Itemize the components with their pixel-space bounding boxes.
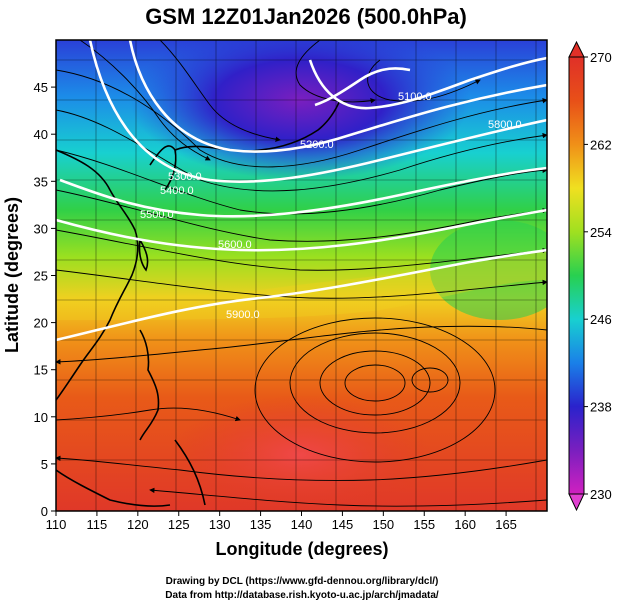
x-tick-label: 155 bbox=[413, 517, 435, 532]
y-tick-label: 35 bbox=[34, 174, 48, 189]
contour-label: 5400.0 bbox=[160, 185, 194, 197]
contour-label: 5300.0 bbox=[168, 171, 202, 183]
x-tick-label: 120 bbox=[127, 517, 149, 532]
contour-label: 5200.0 bbox=[300, 139, 334, 151]
y-axis-label: Latitude (degrees) bbox=[2, 197, 22, 353]
y-tick-label: 25 bbox=[34, 269, 48, 284]
y-tick-label: 10 bbox=[34, 410, 48, 425]
colorbar-tick-label: 262 bbox=[590, 137, 612, 152]
y-tick-label: 45 bbox=[34, 80, 48, 95]
colorbar-tick-label: 270 bbox=[590, 50, 612, 65]
colorbar-tick-label: 230 bbox=[590, 487, 612, 502]
x-tick-label: 135 bbox=[250, 517, 272, 532]
colorbar-tick-label: 246 bbox=[590, 312, 612, 327]
y-tick-label: 30 bbox=[34, 221, 48, 236]
colorbar-scale bbox=[568, 56, 585, 495]
contour-labels: 5100.0 5200.0 5300.0 5400.0 5500.0 5600.… bbox=[140, 91, 522, 321]
x-axis-ticks: 110 115 120 125 130 135 140 145 150 155 160 165 bbox=[46, 511, 517, 532]
contour-label: 5800.0 bbox=[488, 119, 522, 131]
colorbar-ticks: 230 238 246 254 262 270 bbox=[584, 50, 612, 502]
streamlines bbox=[56, 40, 547, 507]
x-tick-label: 130 bbox=[209, 517, 231, 532]
x-tick-label: 160 bbox=[454, 517, 476, 532]
coastlines bbox=[56, 99, 341, 507]
y-tick-label: 40 bbox=[34, 127, 48, 142]
footer-source: Data from http://database.rish.kyoto-u.a… bbox=[165, 590, 439, 601]
colorbar-tick-label: 238 bbox=[590, 400, 612, 415]
x-tick-label: 145 bbox=[332, 517, 354, 532]
x-tick-label: 125 bbox=[168, 517, 190, 532]
y-tick-label: 0 bbox=[41, 504, 48, 519]
contour-label: 5600.0 bbox=[218, 239, 252, 251]
height-contours bbox=[56, 40, 547, 342]
y-tick-label: 5 bbox=[41, 457, 48, 472]
yellow-band bbox=[56, 250, 547, 320]
contour-label: 5500.0 bbox=[140, 209, 174, 221]
cold-core bbox=[130, 40, 470, 180]
warm-core bbox=[170, 395, 430, 511]
chart-title: GSM 12Z01Jan2026 (500.0hPa) bbox=[145, 4, 467, 29]
map-plot-area: 5100.0 5200.0 5300.0 5400.0 5500.0 5600.… bbox=[56, 40, 547, 511]
y-axis-ticks: 0 5 10 15 20 25 30 35 40 45 bbox=[34, 80, 56, 519]
colorbar-min-arrow bbox=[568, 493, 585, 512]
x-tick-label: 115 bbox=[87, 517, 108, 532]
y-tick-label: 20 bbox=[34, 316, 48, 331]
y-tick-label: 15 bbox=[34, 363, 48, 378]
x-tick-label: 110 bbox=[46, 517, 67, 532]
contour-label: 5100.0 bbox=[398, 91, 432, 103]
green-tongue bbox=[430, 220, 547, 320]
x-tick-label: 140 bbox=[291, 517, 313, 532]
x-tick-label: 150 bbox=[372, 517, 394, 532]
footer-credit: Drawing by DCL (https://www.gfd-dennou.o… bbox=[166, 576, 439, 587]
x-axis-label: Longitude (degrees) bbox=[215, 539, 388, 559]
contour-label: 5900.0 bbox=[226, 309, 260, 321]
colorbar-tick-label: 254 bbox=[590, 225, 612, 240]
x-tick-label: 165 bbox=[495, 517, 517, 532]
colorbar: 230 238 246 254 262 270 bbox=[568, 40, 612, 512]
colorbar-max-arrow bbox=[568, 40, 585, 58]
